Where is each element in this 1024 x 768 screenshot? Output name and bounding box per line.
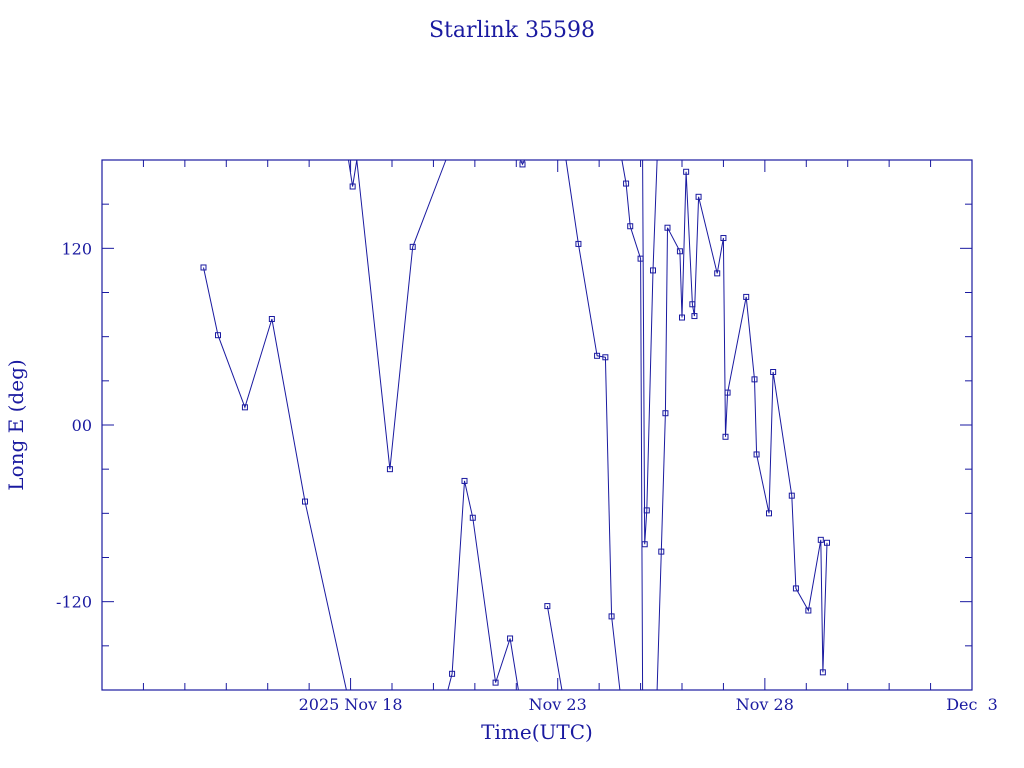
data-point [751,376,758,383]
data-point [689,301,696,308]
data-point [637,255,644,262]
data-point [409,243,416,250]
data-point [519,161,526,168]
x-tick-labels: 2025 Nov 18 Nov 23 Nov 28 Dec 3 [299,695,998,714]
series-line [447,480,519,691]
data-point [817,536,824,543]
data-point [641,541,648,548]
data-point [788,492,795,499]
data-point [349,183,356,190]
y-tick-labels: 120 00 -120 [56,239,92,611]
x-axis-label: Time(UTC) [481,720,593,744]
data-point [722,433,729,440]
x-tick-label: Dec 3 [946,695,998,714]
data-point [695,193,702,200]
x-tick-label: 2025 Nov 18 [299,695,403,714]
data-point [770,369,777,375]
series-line [565,159,621,691]
series-line [656,171,828,691]
data-point [386,466,393,473]
x-tick-label: Nov 28 [736,695,794,714]
series-line [621,159,644,691]
data-point [461,477,468,484]
data-point [819,669,826,676]
data-point [507,635,514,642]
x-tick-label: Nov 23 [529,695,587,714]
y-tick-label: -120 [56,593,92,612]
data-point [602,354,609,361]
data-point [824,539,830,546]
data-point [676,248,683,255]
data-point [743,293,750,300]
data-point [643,507,650,514]
data-point [302,498,308,505]
y-tick-label: 00 [72,416,92,435]
chart-title: Starlink 35598 [429,18,595,43]
data-point [268,316,275,322]
data-point [805,607,812,614]
data-point [753,451,760,458]
series-line [642,159,658,545]
data-point [623,180,630,187]
y-axis-label: Long E (deg) [4,359,28,490]
plot-area: 2025 Nov 18 Nov 23 Nov 28 Dec 3 120 00 -120 [56,159,998,714]
axis-ticks [102,160,972,690]
data-point [691,313,698,320]
data-point [241,404,248,411]
data-point [544,603,551,610]
series-group [200,159,830,691]
data-point [714,270,721,277]
series-line [203,267,347,691]
series-line [348,159,447,470]
data-point [792,585,799,592]
data-point [575,240,582,247]
data-point [200,264,207,271]
y-tick-label: 120 [61,239,92,258]
data-point [658,548,665,555]
data-point [492,679,499,686]
data-point [449,670,456,677]
data-point [724,389,731,396]
data-point [683,168,690,175]
plot-frame [101,159,973,691]
data-point [627,223,634,230]
data-point [215,332,221,339]
series-line [546,606,563,691]
data-point [608,613,615,620]
data-point [679,314,685,321]
data-point [720,235,727,242]
data-point [662,410,669,417]
data-point [469,514,476,521]
data-point [664,224,671,231]
data-point [766,510,772,517]
data-point [650,267,656,274]
data-point [594,352,601,359]
